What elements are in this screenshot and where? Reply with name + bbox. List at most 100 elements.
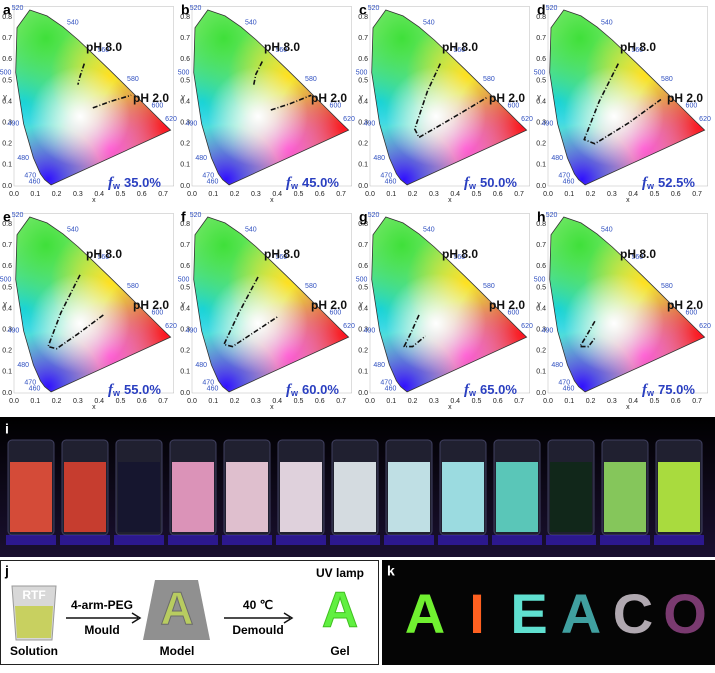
x-tick-label: 0.0 <box>543 398 553 405</box>
vial-glow <box>60 535 110 545</box>
y-tick-label: 0.2 <box>180 348 190 355</box>
wavelength-label: 580 <box>661 283 673 290</box>
fw-part: w <box>646 388 655 398</box>
wavelength-label: 560 <box>631 254 643 261</box>
y-tick-label: 0.2 <box>2 348 12 355</box>
y-tick-label: 0.6 <box>358 56 368 63</box>
plot-frame <box>547 6 708 187</box>
fw-part: w <box>290 388 299 398</box>
fw-label: fw 35.0% <box>108 175 161 191</box>
x-tick-label: 0.4 <box>628 191 638 198</box>
y-tick-label: 0.1 <box>180 369 190 376</box>
wavelength-label: 620 <box>699 116 711 123</box>
wavelength-label: 620 <box>521 323 533 330</box>
plot-frame <box>13 213 174 394</box>
x-tick-label: 0.6 <box>315 398 325 405</box>
fw-label: fw 50.0% <box>464 175 517 191</box>
color-blob <box>564 66 665 167</box>
x-tick-label: 0.4 <box>450 191 460 198</box>
wavelength-label: 480 <box>551 362 563 369</box>
wavelength-label: 600 <box>330 102 342 109</box>
panel-label: a <box>3 2 11 18</box>
y-tick-label: 0.0 <box>180 390 190 397</box>
trajectory <box>223 276 278 348</box>
wavelength-label: 480 <box>373 362 385 369</box>
y-tick-label: 0.6 <box>2 56 12 63</box>
wavelength-label: 490 <box>8 121 20 128</box>
x-tick-label: 0.5 <box>116 191 126 198</box>
y-axis-label: y <box>359 301 363 308</box>
wavelength-label: 540 <box>245 227 257 234</box>
x-tick-label: 0.4 <box>628 398 638 405</box>
x-tick-label: 0.7 <box>692 191 702 198</box>
plot-frame <box>13 6 174 187</box>
y-tick-label: 0.5 <box>536 77 546 84</box>
y-tick-label: 0.8 <box>358 221 368 228</box>
wavelength-label: 490 <box>364 328 376 335</box>
wavelength-label: 560 <box>275 47 287 54</box>
vial-liquid <box>496 462 538 532</box>
y-tick-label: 0.7 <box>358 242 368 249</box>
y-tick-label: 0.3 <box>2 327 12 334</box>
x-tick-label: 0.5 <box>650 398 660 405</box>
wavelength-label: 500 <box>178 276 190 283</box>
y-tick-label: 0.5 <box>2 77 12 84</box>
y-tick-label: 0.8 <box>2 221 12 228</box>
wavelength-label: 470 <box>558 380 570 387</box>
x-tick-label: 0.4 <box>94 398 104 405</box>
y-tick-label: 0.7 <box>536 242 546 249</box>
fw-part: 55.0% <box>124 382 161 397</box>
vial-liquid <box>334 462 376 532</box>
x-tick-label: 0.7 <box>158 191 168 198</box>
y-tick-label: 0.4 <box>358 305 368 312</box>
ph-high-label: pH 8.0 <box>620 40 656 54</box>
x-tick-label: 0.3 <box>251 191 261 198</box>
x-tick-label: 0.7 <box>514 191 524 198</box>
vial-glow <box>222 535 272 545</box>
color-blob <box>386 273 487 374</box>
fw-part: f <box>286 382 293 398</box>
y-tick-label: 0.8 <box>180 14 190 21</box>
vial-glow <box>600 535 650 545</box>
x-tick-label: 0.0 <box>187 398 197 405</box>
wavelength-label: 460 <box>563 179 575 186</box>
vial-glow <box>114 535 164 545</box>
y-tick-label: 0.3 <box>536 120 546 127</box>
y-tick-label: 0.8 <box>180 221 190 228</box>
x-tick-label: 0.6 <box>137 191 147 198</box>
caption: Gel <box>330 644 349 658</box>
x-tick-label: 0.7 <box>692 398 702 405</box>
panel-label: k <box>387 563 395 579</box>
fw-part: 75.0% <box>658 382 695 397</box>
trajectory <box>252 61 264 85</box>
ph-low-label: pH 2.0 <box>133 298 169 312</box>
wavelength-label: 490 <box>186 328 198 335</box>
wavelength-label: 520 <box>190 212 202 219</box>
x-tick-label: 0.1 <box>208 398 218 405</box>
x-tick-label: 0.3 <box>607 398 617 405</box>
spectral-locus <box>15 216 172 393</box>
wavelength-label: 480 <box>17 155 29 162</box>
plot-frame <box>369 6 530 187</box>
wavelength-label: 580 <box>483 76 495 83</box>
y-tick-label: 0.5 <box>536 284 546 291</box>
wavelength-label: 580 <box>127 76 139 83</box>
y-tick-label: 0.2 <box>358 348 368 355</box>
trajectory <box>583 63 662 145</box>
fw-label: fw 65.0% <box>464 382 517 398</box>
fw-part: w <box>290 181 299 191</box>
y-tick-label: 0.2 <box>2 141 12 148</box>
wavelength-label: 480 <box>195 155 207 162</box>
trajectory <box>77 63 86 85</box>
mould-letter: A <box>160 582 193 634</box>
wavelength-label: 580 <box>305 76 317 83</box>
y-tick-label: 0.7 <box>2 35 12 42</box>
x-axis-label: x <box>448 197 452 204</box>
plot-frame <box>191 6 352 187</box>
fw-label: fw 52.5% <box>642 175 695 191</box>
y-tick-label: 0.7 <box>2 242 12 249</box>
x-tick-label: 0.3 <box>73 191 83 198</box>
color-blob <box>30 66 131 167</box>
arrow-label: 40 ℃ <box>243 598 273 612</box>
x-tick-label: 0.5 <box>116 398 126 405</box>
